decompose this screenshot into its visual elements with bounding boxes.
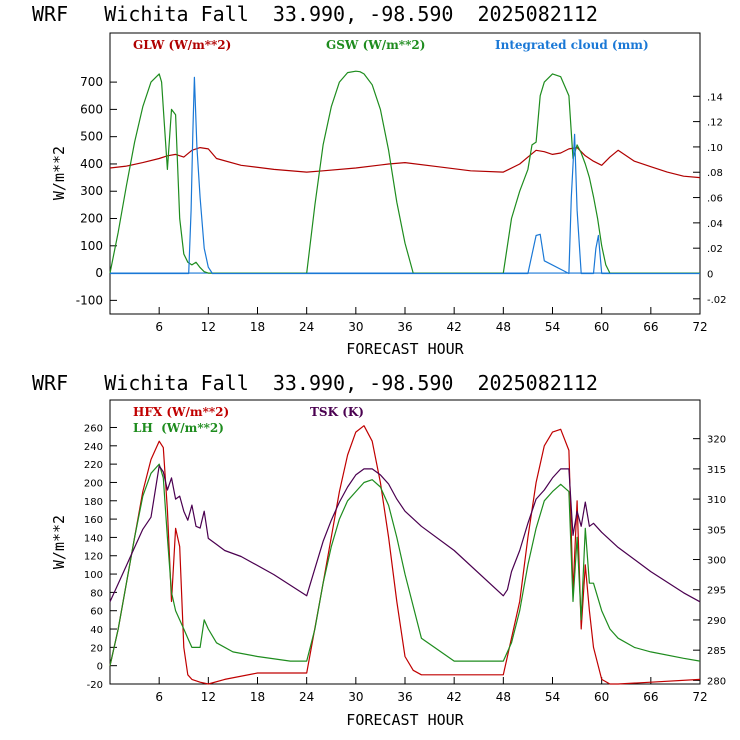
y-tick-label: 700 — [80, 75, 103, 89]
y-tick-label: 200 — [80, 212, 103, 226]
y2-tick-label: .06 — [707, 194, 723, 205]
legend-hfx: HFX (W/m**2) — [133, 405, 229, 419]
y2-tick-label: 300 — [707, 556, 726, 567]
x-tick-label: 54 — [545, 320, 560, 334]
y-tick-label: 100 — [84, 570, 103, 581]
legend-lh: LH (W/m**2) — [133, 421, 224, 435]
x-tick-label: 42 — [447, 690, 462, 704]
x-tick-label: 24 — [299, 320, 314, 334]
x-tick-label: 42 — [447, 320, 462, 334]
x-tick-label: 66 — [643, 320, 658, 334]
y-tick-label: 40 — [90, 625, 103, 636]
y-tick-label: 0 — [97, 662, 103, 673]
series-line-hfx — [109, 425, 701, 685]
x-tick-label: 72 — [692, 320, 707, 334]
y2-tick-label: .04 — [707, 219, 723, 230]
y-tick-label: 100 — [80, 239, 103, 253]
y-tick-label: 60 — [90, 607, 103, 618]
y-tick-label: 600 — [80, 102, 103, 116]
series-line-tsk — [109, 465, 701, 603]
series-line-glw — [109, 147, 701, 179]
y-tick-label: 500 — [80, 130, 103, 144]
y-tick-label: 160 — [84, 515, 103, 526]
top-chart-xlabel: FORECAST HOUR — [346, 340, 464, 358]
x-tick-label: 18 — [250, 320, 265, 334]
y-tick-label: 20 — [90, 643, 103, 654]
x-tick-label: 36 — [397, 320, 412, 334]
x-tick-label: 30 — [348, 320, 363, 334]
y2-tick-label: 305 — [707, 525, 726, 536]
top-chart-title: WRF Wichita Fall 33.990, -98.590 2025082… — [32, 2, 598, 26]
x-tick-label: 48 — [496, 320, 511, 334]
y-tick-label: -20 — [87, 680, 103, 691]
y2-tick-label: 320 — [707, 435, 726, 446]
x-tick-label: 48 — [496, 690, 511, 704]
x-tick-label: 24 — [299, 690, 314, 704]
y2-tick-label: 285 — [707, 646, 726, 657]
x-tick-label: 18 — [250, 690, 265, 704]
bottom-chart-title: WRF Wichita Fall 33.990, -98.590 2025082… — [32, 371, 598, 395]
top-chart-series — [109, 70, 701, 275]
y-tick-label: 300 — [80, 184, 103, 198]
y2-tick-label: 290 — [707, 616, 726, 627]
legend-tsk: TSK (K) — [310, 405, 364, 419]
y2-tick-label: 315 — [707, 465, 726, 476]
bottom-chart-series — [109, 425, 701, 685]
x-tick-label: 72 — [692, 690, 707, 704]
x-tick-label: 6 — [155, 690, 163, 704]
series-line-lh — [109, 463, 701, 666]
legend-glw: GLW (W/m**2) — [133, 38, 231, 52]
y-tick-label: 240 — [84, 442, 103, 453]
y2-tick-label: .10 — [707, 143, 723, 154]
y-tick-label: -100 — [76, 293, 103, 307]
y-tick-label: 400 — [80, 157, 103, 171]
y2-tick-label: .02 — [707, 244, 723, 255]
bottom-chart-ylabel: W/m**2 — [50, 515, 68, 569]
y2-tick-label: 295 — [707, 586, 726, 597]
top-chart-ticks: 6 12 18 24 30 36 42 48 54 60 66 72 -100 0 100 200 300 400… — [76, 75, 727, 334]
y2-tick-label: .08 — [707, 168, 723, 179]
legend-gsw: GSW (W/m**2) — [326, 38, 425, 52]
y2-tick-label: 0 — [707, 269, 713, 280]
x-tick-label: 60 — [594, 690, 609, 704]
x-tick-label: 12 — [201, 320, 216, 334]
x-tick-label: 54 — [545, 690, 560, 704]
x-tick-label: 66 — [643, 690, 658, 704]
bottom-chart: WRF Wichita Fall 33.990, -98.590 2025082… — [32, 371, 726, 729]
y2-tick-label: .14 — [707, 92, 723, 103]
y2-tick-label: 310 — [707, 495, 726, 506]
y-tick-label: 140 — [84, 533, 103, 544]
x-tick-label: 30 — [348, 690, 363, 704]
y-tick-label: 180 — [84, 497, 103, 508]
y2-tick-label: .12 — [707, 118, 723, 129]
y2-tick-label: -.02 — [707, 295, 727, 306]
series-line-integrated — [110, 76, 700, 275]
bottom-chart-ticks: 6 12 18 24 30 36 42 48 54 60 66 72 -20 0 20 40 60 80 100 12… — [84, 423, 726, 704]
y-tick-label: 80 — [90, 588, 103, 599]
x-tick-label: 12 — [201, 690, 216, 704]
bottom-chart-xlabel: FORECAST HOUR — [346, 711, 464, 729]
y-tick-label: 0 — [95, 266, 103, 280]
y-tick-label: 200 — [84, 478, 103, 489]
top-chart: WRF Wichita Fall 33.990, -98.590 2025082… — [32, 2, 727, 358]
x-tick-label: 6 — [155, 320, 163, 334]
y2-tick-label: 280 — [707, 676, 726, 687]
y-tick-label: 260 — [84, 423, 103, 434]
x-tick-label: 60 — [594, 320, 609, 334]
legend-integrated-cloud: Integrated cloud (mm) — [495, 38, 649, 52]
y-tick-label: 220 — [84, 460, 103, 471]
y-tick-label: 120 — [84, 552, 103, 563]
x-tick-label: 36 — [397, 690, 412, 704]
top-chart-ylabel: W/m**2 — [50, 146, 68, 200]
